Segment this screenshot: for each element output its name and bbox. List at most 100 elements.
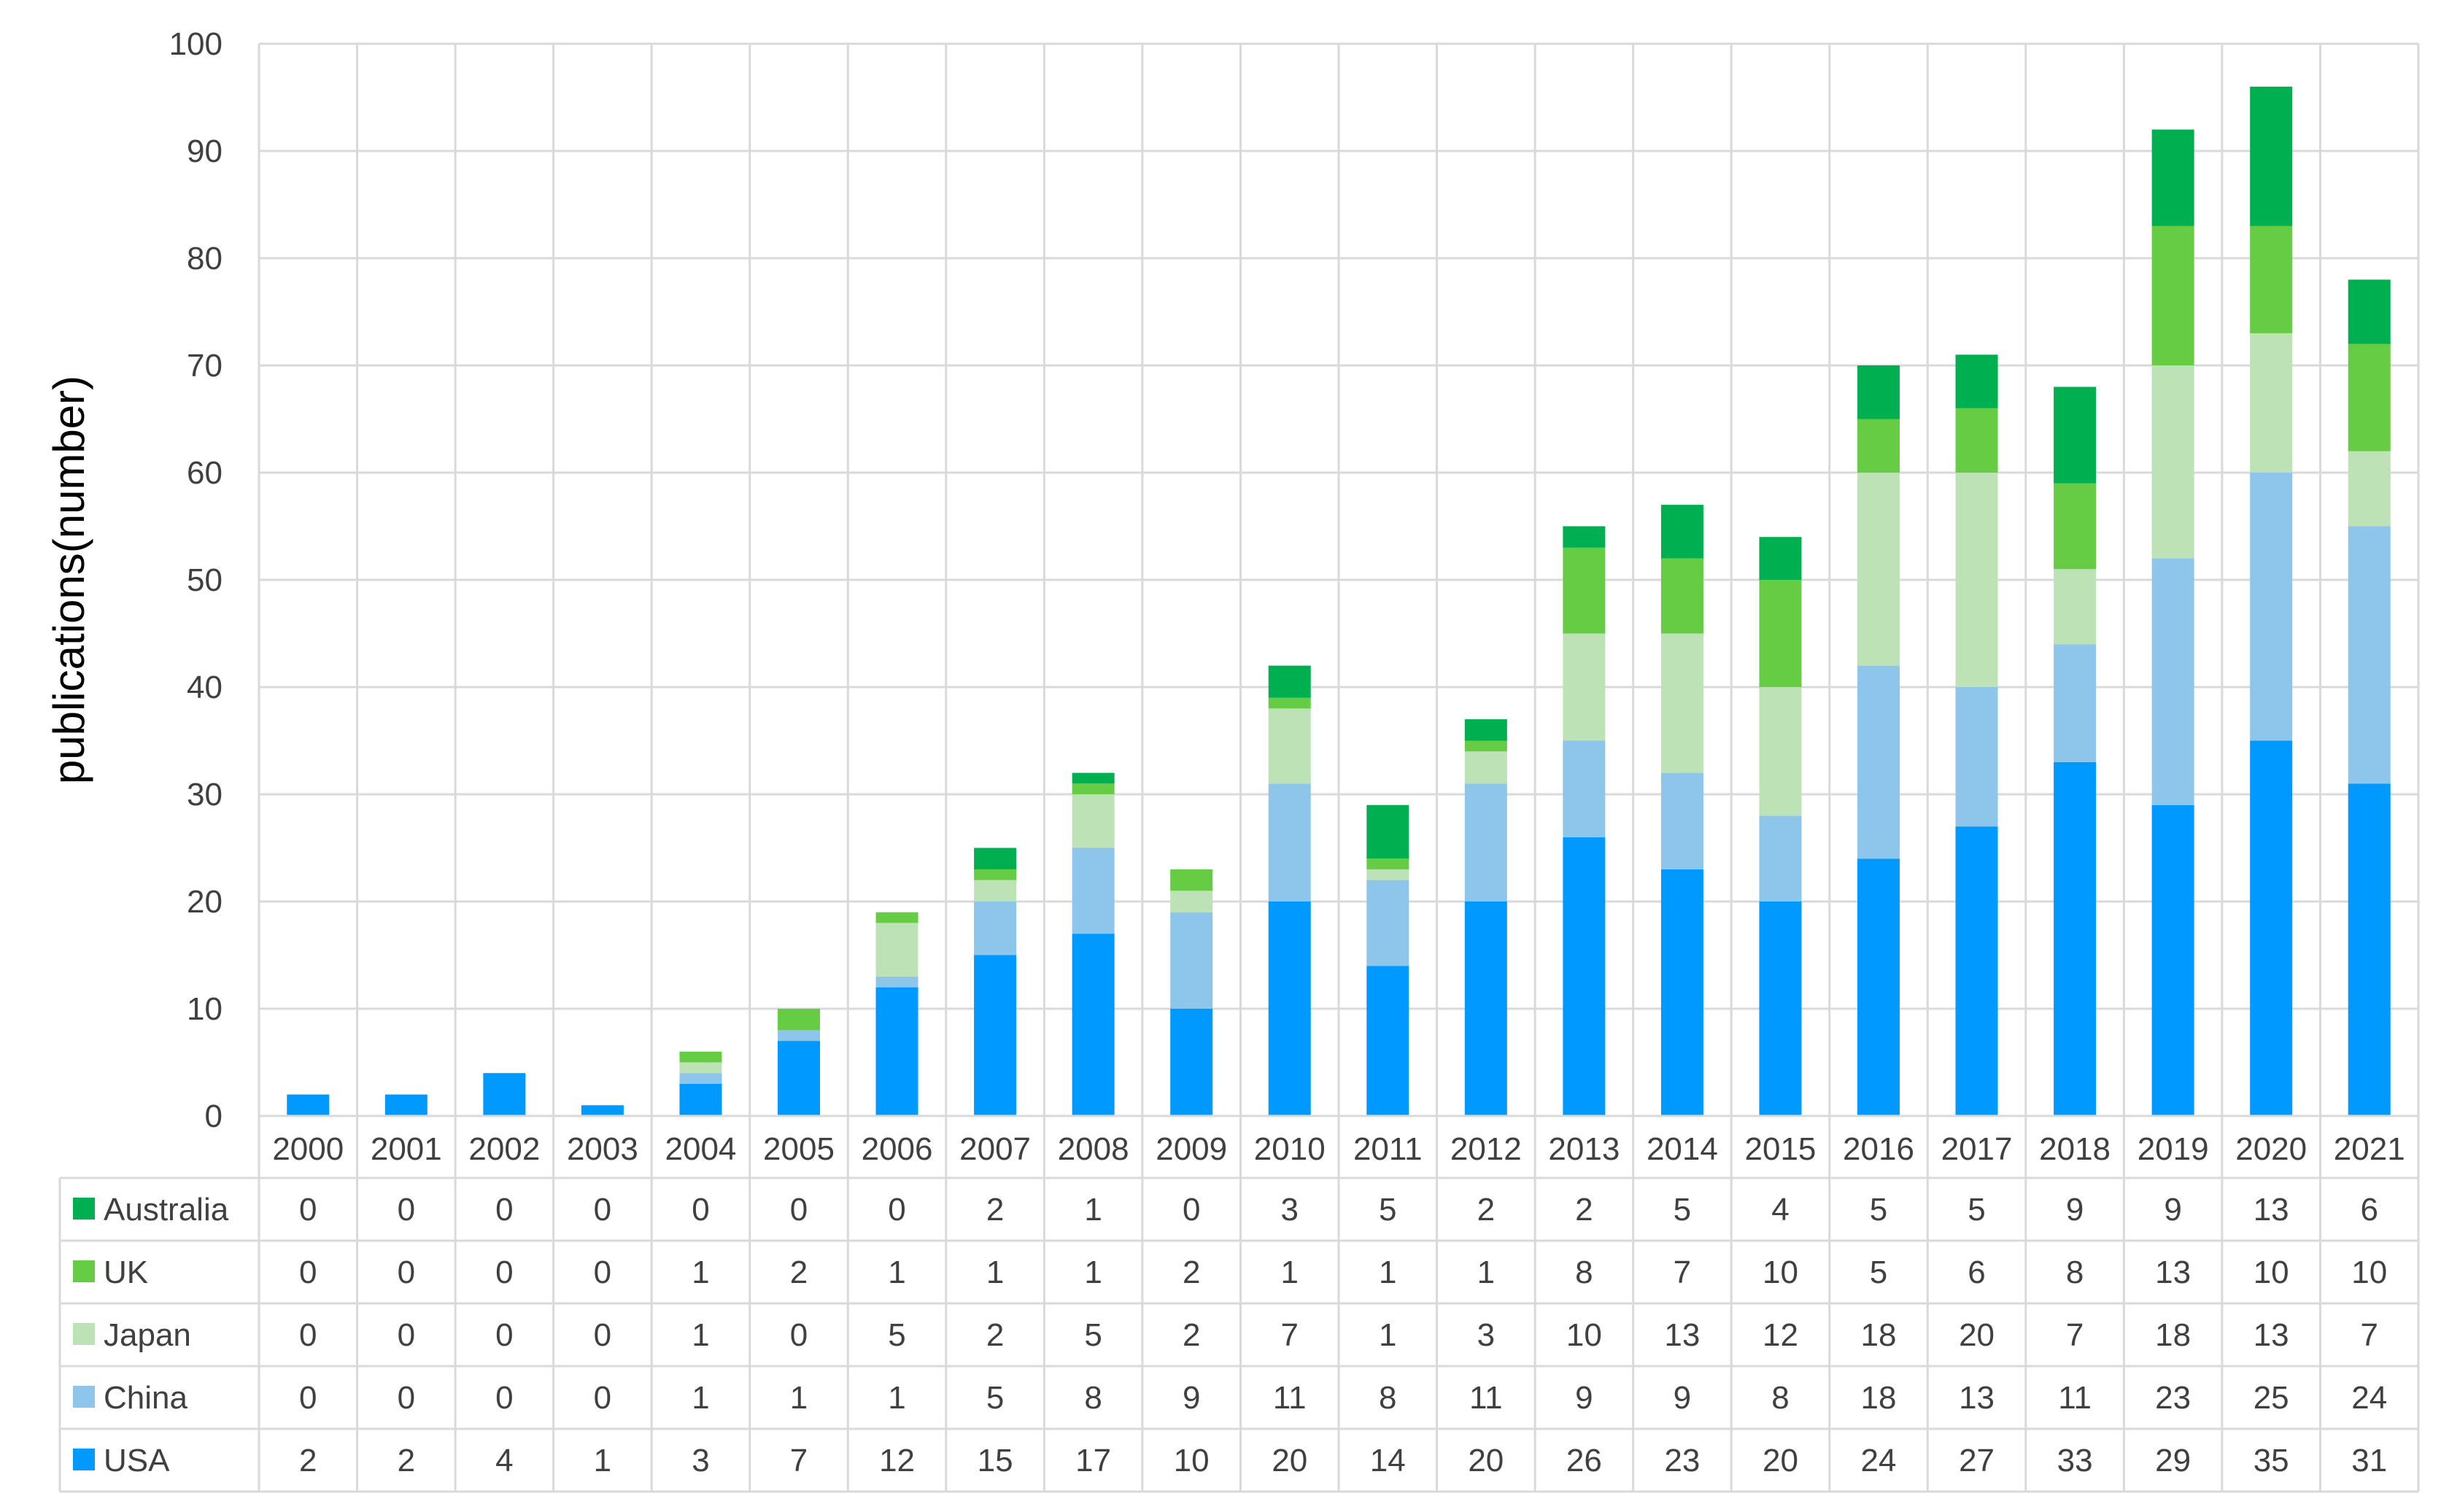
table-cell: 1: [1379, 1317, 1396, 1353]
bar-japan-2021: [2348, 451, 2391, 527]
table-cell: 13: [2254, 1192, 2289, 1228]
bar-japan-2016: [1857, 473, 1900, 666]
table-cell: 8: [1771, 1380, 1789, 1416]
table-cell: 0: [299, 1192, 317, 1228]
y-tick-label: 0: [205, 1098, 223, 1134]
table-cell: 0: [594, 1255, 611, 1290]
bar-usa-2004: [679, 1083, 722, 1116]
table-cell: 7: [1280, 1317, 1298, 1353]
bar-china-2019: [2151, 558, 2194, 805]
table-cell: 27: [1959, 1443, 1995, 1478]
bar-australia-2014: [1660, 505, 1703, 559]
legend-label-japan: Japan: [104, 1317, 191, 1353]
bar-usa-2001: [384, 1094, 428, 1116]
table-cell: 2: [1183, 1255, 1200, 1290]
table-cell: 0: [790, 1192, 808, 1228]
table-cell: 9: [1575, 1380, 1593, 1416]
bar-china-2006: [875, 976, 918, 988]
y-tick-label: 70: [187, 348, 223, 384]
table-cell: 1: [692, 1255, 709, 1290]
y-tick-label: 30: [187, 777, 223, 813]
x-tick-label: 2021: [2334, 1131, 2405, 1167]
table-cell: 2: [1477, 1192, 1495, 1228]
table-cell: 31: [2351, 1443, 2387, 1478]
table-cell: 17: [1075, 1443, 1111, 1478]
bar-australia-2021: [2348, 279, 2391, 344]
x-tick-label: 2009: [1156, 1131, 1227, 1167]
table-cell: 1: [888, 1255, 905, 1290]
x-tick-label: 2004: [665, 1131, 737, 1167]
table-cell: 6: [2360, 1192, 2378, 1228]
x-tick-label: 2002: [468, 1131, 540, 1167]
table-cell: 3: [1477, 1317, 1495, 1353]
table-cell: 7: [1674, 1255, 1691, 1290]
table-cell: 5: [1379, 1192, 1396, 1228]
table-cell: 8: [2066, 1255, 2084, 1290]
table-cell: 0: [495, 1380, 513, 1416]
table-cell: 12: [1763, 1317, 1798, 1353]
bar-japan-2019: [2151, 365, 2194, 559]
bar-uk-2010: [1268, 697, 1311, 709]
table-cell: 2: [398, 1443, 415, 1478]
table-cell: 9: [2164, 1192, 2181, 1228]
bar-japan-2014: [1660, 633, 1703, 773]
y-tick-label: 50: [187, 562, 223, 598]
bar-uk-2004: [679, 1051, 722, 1063]
bar-usa-2015: [1759, 902, 1802, 1116]
table-cell: 9: [2066, 1192, 2084, 1228]
bar-china-2012: [1464, 783, 1507, 902]
table-cell: 24: [1861, 1443, 1897, 1478]
bar-china-2004: [679, 1073, 722, 1084]
table-cell: 0: [495, 1317, 513, 1353]
bar-usa-2013: [1563, 837, 1606, 1116]
table-cell: 18: [1861, 1380, 1897, 1416]
table-cell: 0: [299, 1255, 317, 1290]
bar-china-2015: [1759, 815, 1802, 902]
bar-australia-2015: [1759, 537, 1802, 580]
x-tick-label: 2008: [1058, 1131, 1129, 1167]
y-tick-label: 20: [187, 884, 223, 920]
table-cell: 18: [1861, 1317, 1897, 1353]
bar-uk-2017: [1955, 408, 1998, 473]
y-tick-label: 40: [187, 670, 223, 705]
table-cell: 20: [1763, 1443, 1798, 1478]
table-cell: 0: [692, 1192, 709, 1228]
x-tick-label: 2005: [763, 1131, 835, 1167]
bar-japan-2010: [1268, 708, 1311, 784]
legend-label-uk: UK: [104, 1255, 148, 1290]
bar-uk-2016: [1857, 419, 1900, 473]
bar-usa-2008: [1072, 934, 1115, 1116]
grid: [58, 42, 2420, 1493]
table-cell: 0: [495, 1192, 513, 1228]
bar-uk-2018: [2054, 483, 2097, 570]
bar-china-2018: [2054, 644, 2097, 762]
bar-uk-2009: [1170, 869, 1213, 891]
bar-usa-2019: [2151, 805, 2194, 1116]
x-tick-label: 2006: [862, 1131, 933, 1167]
bar-australia-2013: [1563, 526, 1606, 548]
bar-uk-2012: [1464, 740, 1507, 752]
table-cell: 2: [1575, 1192, 1593, 1228]
bar-uk-2011: [1366, 858, 1409, 869]
table-cell: 1: [790, 1380, 808, 1416]
bar-japan-2006: [875, 923, 918, 977]
bar-japan-2009: [1170, 891, 1213, 912]
bar-china-2021: [2348, 526, 2391, 784]
bar-usa-2014: [1660, 869, 1703, 1116]
bar-australia-2007: [974, 848, 1017, 869]
table-cell: 15: [978, 1443, 1013, 1478]
table-cell: 0: [594, 1317, 611, 1353]
bar-china-2020: [2250, 473, 2293, 741]
bar-china-2009: [1170, 912, 1213, 1009]
table-cell: 1: [692, 1317, 709, 1353]
y-tick-label: 60: [187, 455, 223, 491]
table-cell: 1: [692, 1380, 709, 1416]
table-cell: 8: [1084, 1380, 1102, 1416]
table-cell: 5: [1084, 1317, 1102, 1353]
table-cell: 0: [398, 1255, 415, 1290]
bar-uk-2014: [1660, 558, 1703, 634]
bar-uk-2005: [778, 1009, 820, 1031]
table-cell: 0: [398, 1192, 415, 1228]
